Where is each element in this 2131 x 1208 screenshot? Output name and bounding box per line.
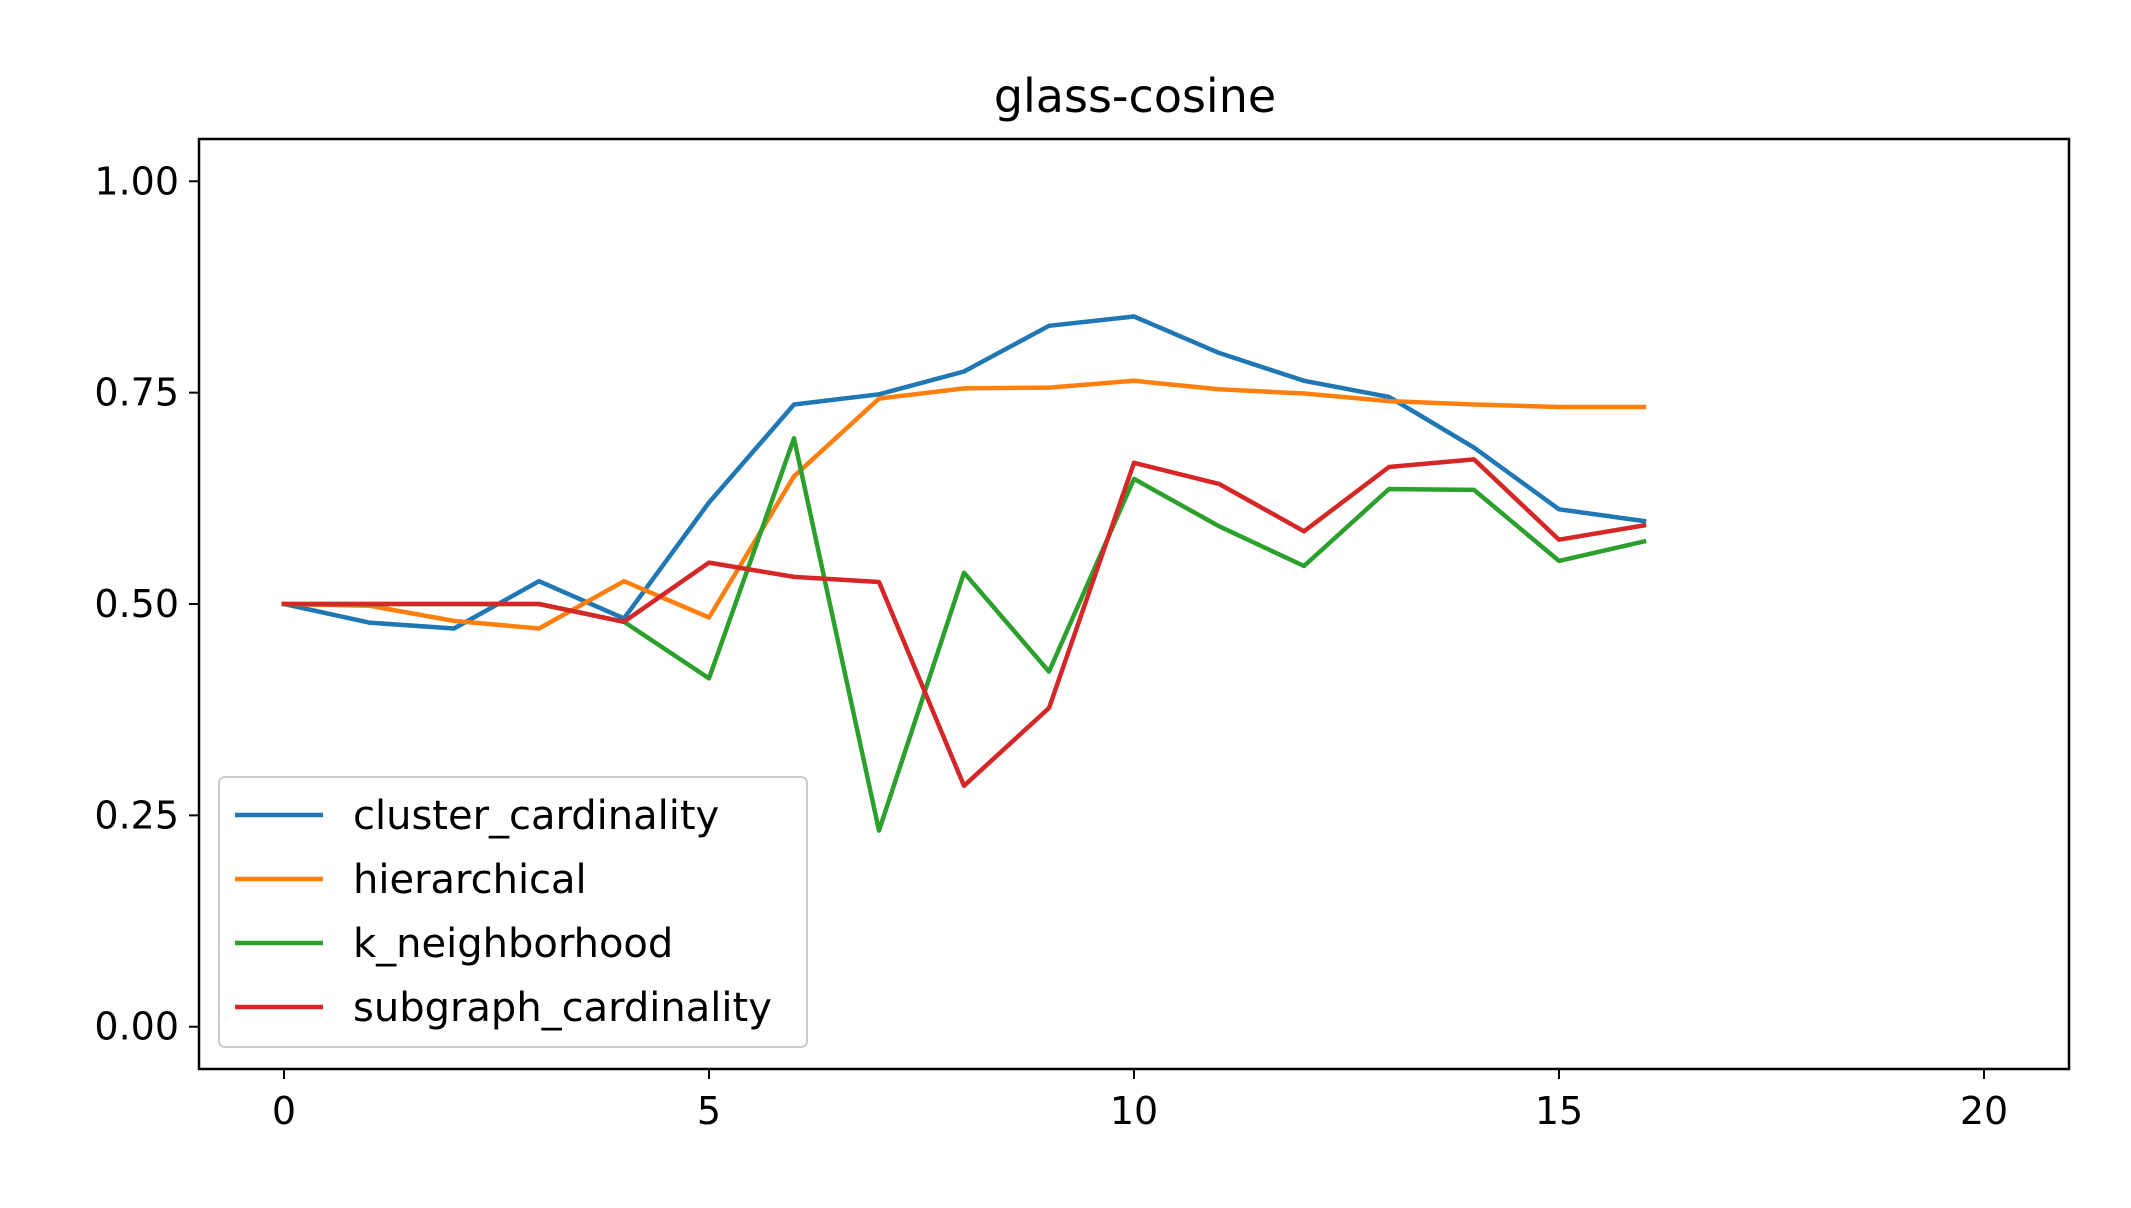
series-line-cluster-cardinality [281, 314, 1647, 631]
y-tick-label: 0.75 [94, 371, 179, 415]
chart-title: glass-cosine [994, 69, 1276, 123]
x-tick-label: 5 [697, 1089, 721, 1133]
x-tick-label: 15 [1535, 1089, 1583, 1133]
series-layer [281, 314, 1647, 833]
series-line-hierarchical [281, 378, 1647, 631]
y-tick-label: 0.25 [94, 793, 179, 837]
legend-label: k_neighborhood [353, 921, 673, 967]
series-line-subgraph-cardinality [281, 457, 1647, 789]
legend-label: subgraph_cardinality [353, 985, 772, 1031]
y-tick-label: 0.50 [94, 582, 179, 626]
legend-box [218, 776, 808, 1048]
y-tick-label: 0.00 [94, 1005, 179, 1049]
x-tick-label: 10 [1110, 1089, 1158, 1133]
y-axis: 0.00 0.25 0.50 0.75 1.00 [94, 159, 199, 1049]
x-axis: 0 5 10 15 20 [272, 1069, 2008, 1133]
legend: cluster_cardinality hierarchical k_neighbo… [218, 776, 808, 1048]
x-tick-label: 20 [1960, 1089, 2008, 1133]
x-tick-label: 0 [272, 1089, 296, 1133]
y-tick-label: 1.00 [94, 159, 179, 203]
legend-label: cluster_cardinality [353, 793, 719, 839]
legend-label: hierarchical [353, 857, 587, 903]
